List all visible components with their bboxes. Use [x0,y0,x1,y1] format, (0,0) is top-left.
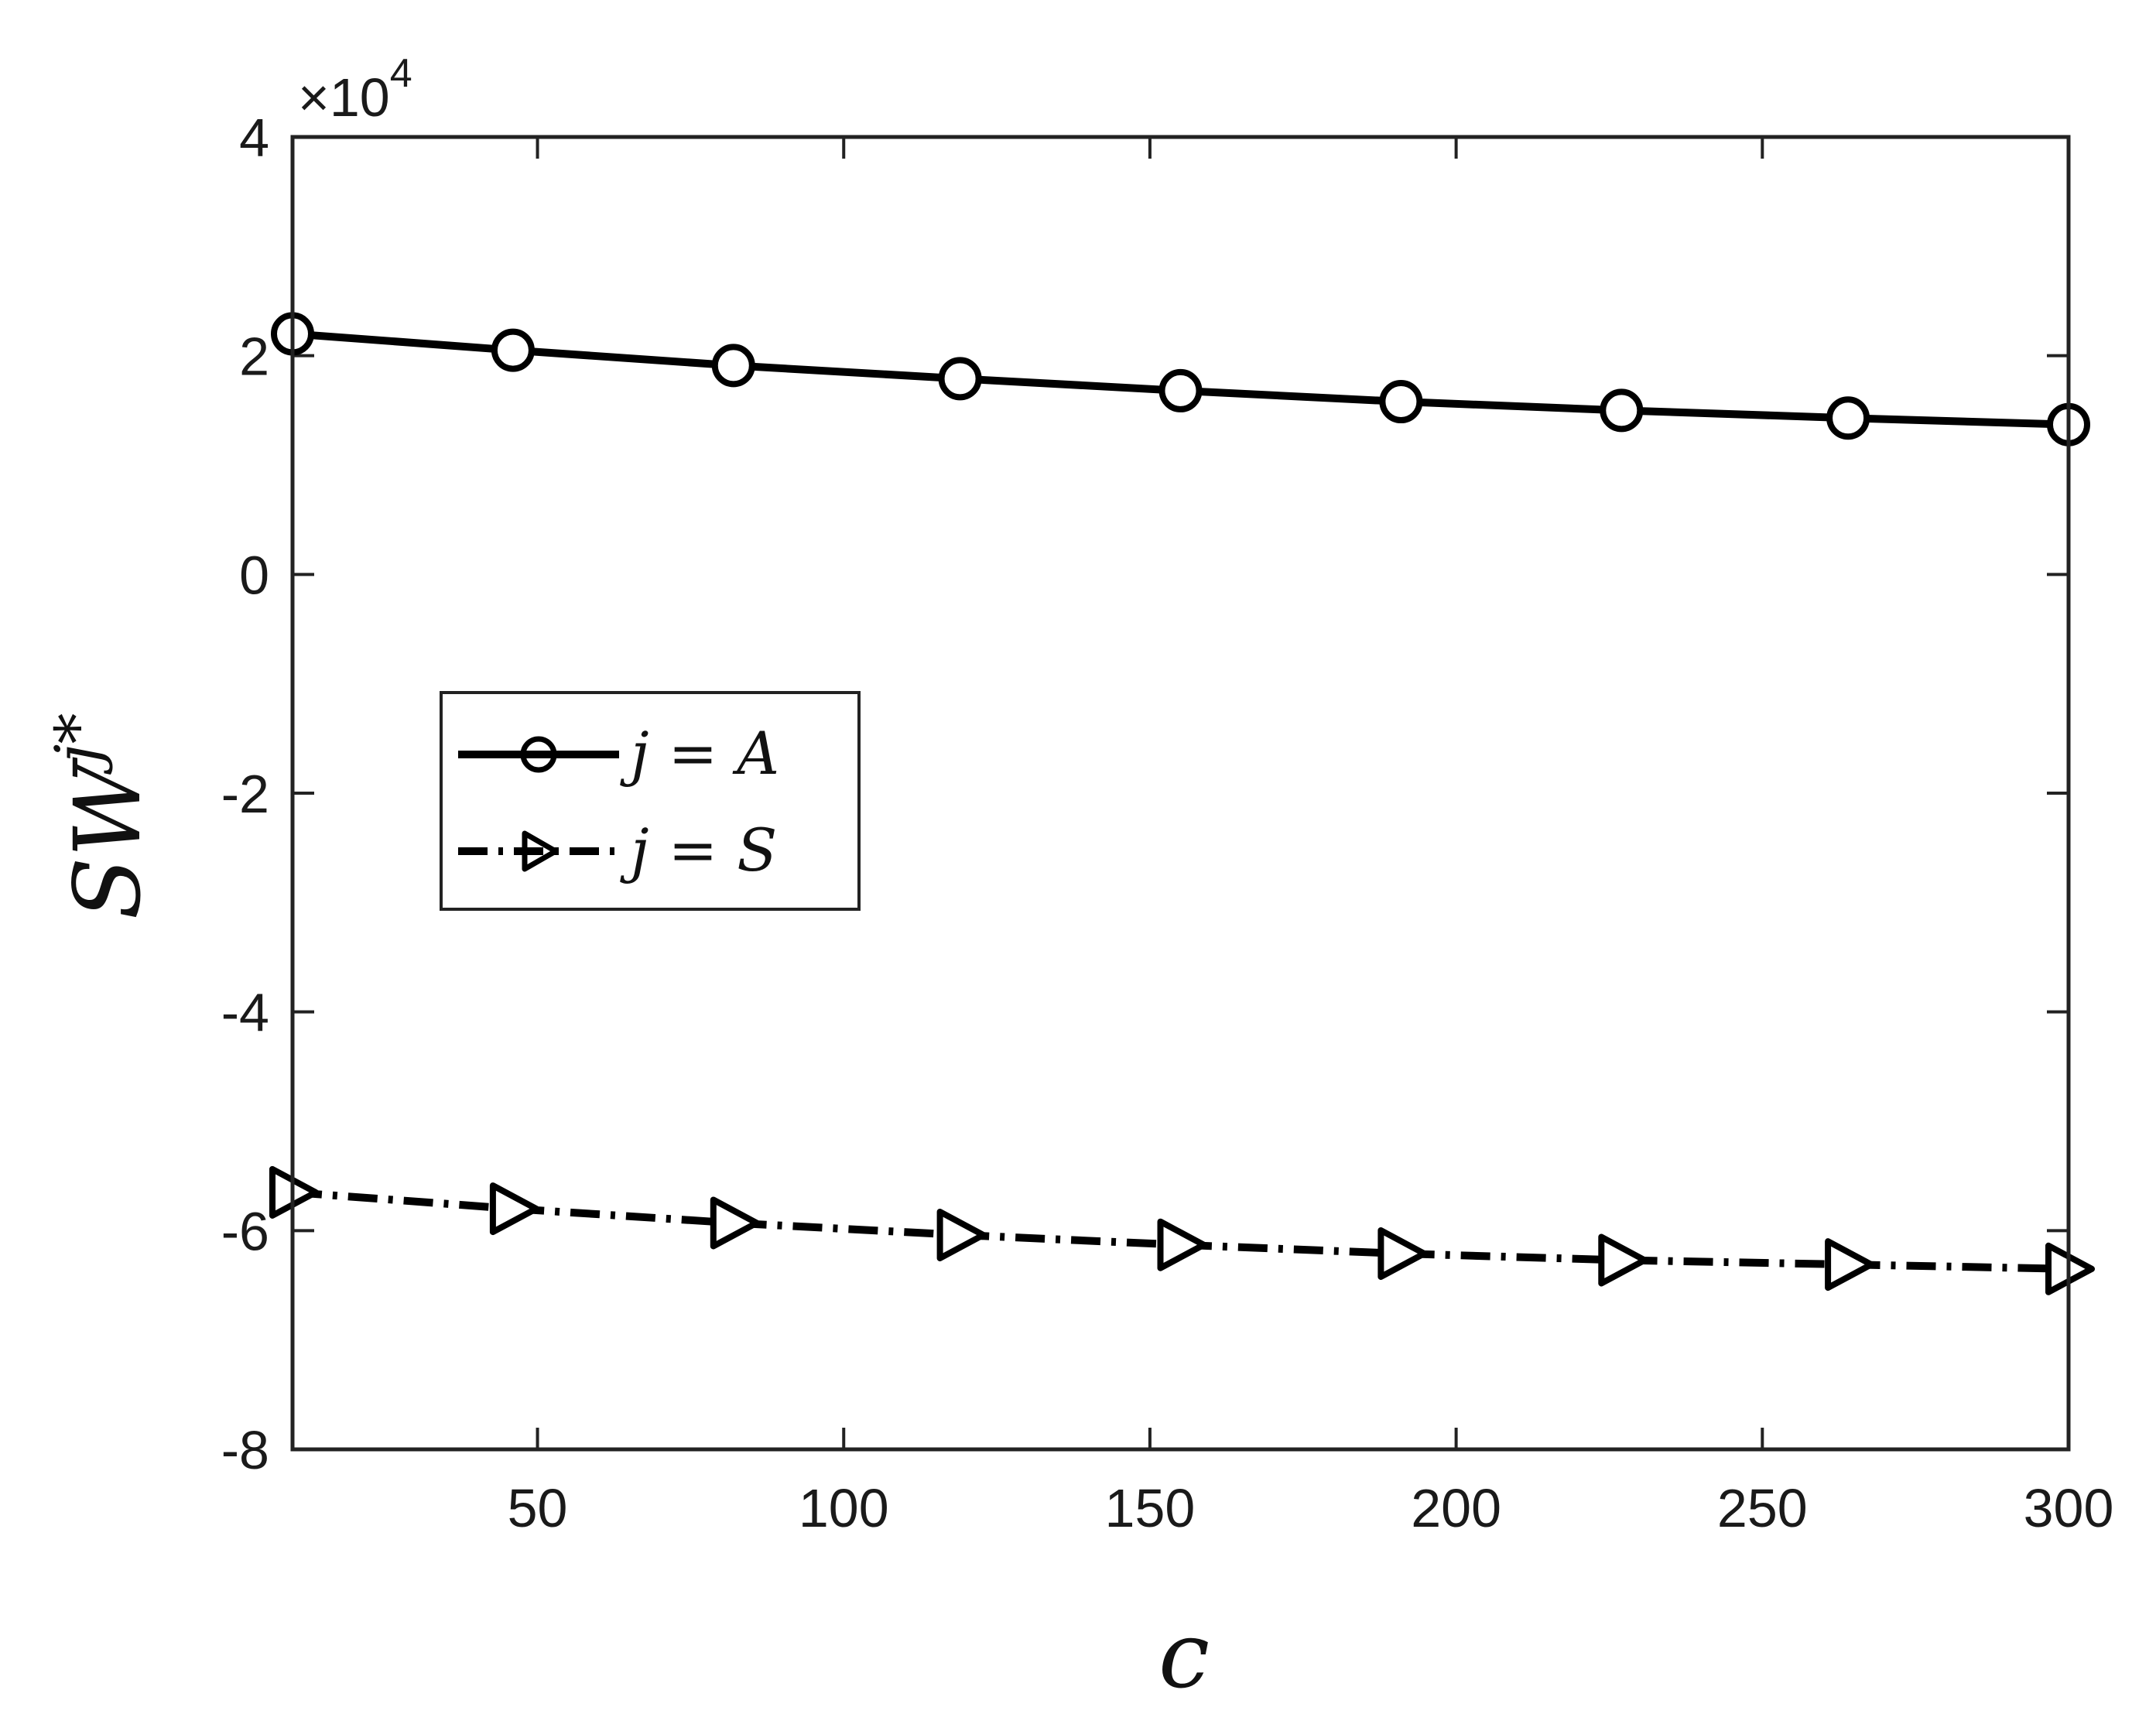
x-tick-label: 250 [1717,1478,1808,1538]
legend-marker-s [522,830,559,872]
data-point-a [938,357,982,401]
legend-marker-a [520,736,557,773]
y-tick-label: 4 [239,108,269,168]
y-tick-label: -8 [221,1420,269,1480]
axes-box [290,135,2071,1452]
series-line-s [292,1188,2069,1273]
y-exponent-power: 4 [390,51,412,96]
x-tick-label: 200 [1411,1478,1501,1538]
x-tick-label: 50 [508,1478,568,1538]
y-tick-label: -4 [221,983,269,1043]
data-point-s [1157,1218,1207,1271]
data-point-a [1379,380,1423,424]
y-exponent-base: ×10 [298,67,390,128]
data-point-s [1377,1227,1428,1281]
legend-entry-a: j = A [458,719,779,788]
y-tick-label: -2 [221,764,269,824]
y-exponent-label: ×104 [298,51,412,128]
y-axis-label-main: SW [54,757,161,920]
y-axis-label: SWj* [42,713,161,920]
x-tick-label: 100 [799,1478,889,1538]
data-point-a [711,344,755,388]
x-tick-label: 150 [1105,1478,1196,1538]
data-point-a [1158,368,1203,412]
legend-box [440,691,861,911]
data-point-s [710,1196,760,1250]
x-tick-label: 300 [2024,1478,2114,1538]
data-point-s [489,1182,539,1236]
data-point-a [1600,388,1644,433]
x-axis-label: c [1158,1602,1210,1709]
legend-label-a: j = A [620,719,779,788]
legend-label-s: j = S [620,816,777,884]
y-tick-label: 2 [239,327,269,387]
axis-ticks: 50 100 150 200 250 300 -8 -6 -4 -2 0 2 4 [221,108,2114,1538]
svg-text:SWj*: SWj* [42,713,161,920]
y-tick-label: 0 [239,545,269,605]
data-point-s [936,1208,987,1261]
y-tick-label: -6 [221,1201,269,1261]
data-point-a [1826,396,1870,440]
data-point-a [491,328,535,372]
legend: j = A j = S [440,691,861,911]
data-point-s [1598,1233,1648,1287]
data-point-s [1825,1238,1875,1291]
